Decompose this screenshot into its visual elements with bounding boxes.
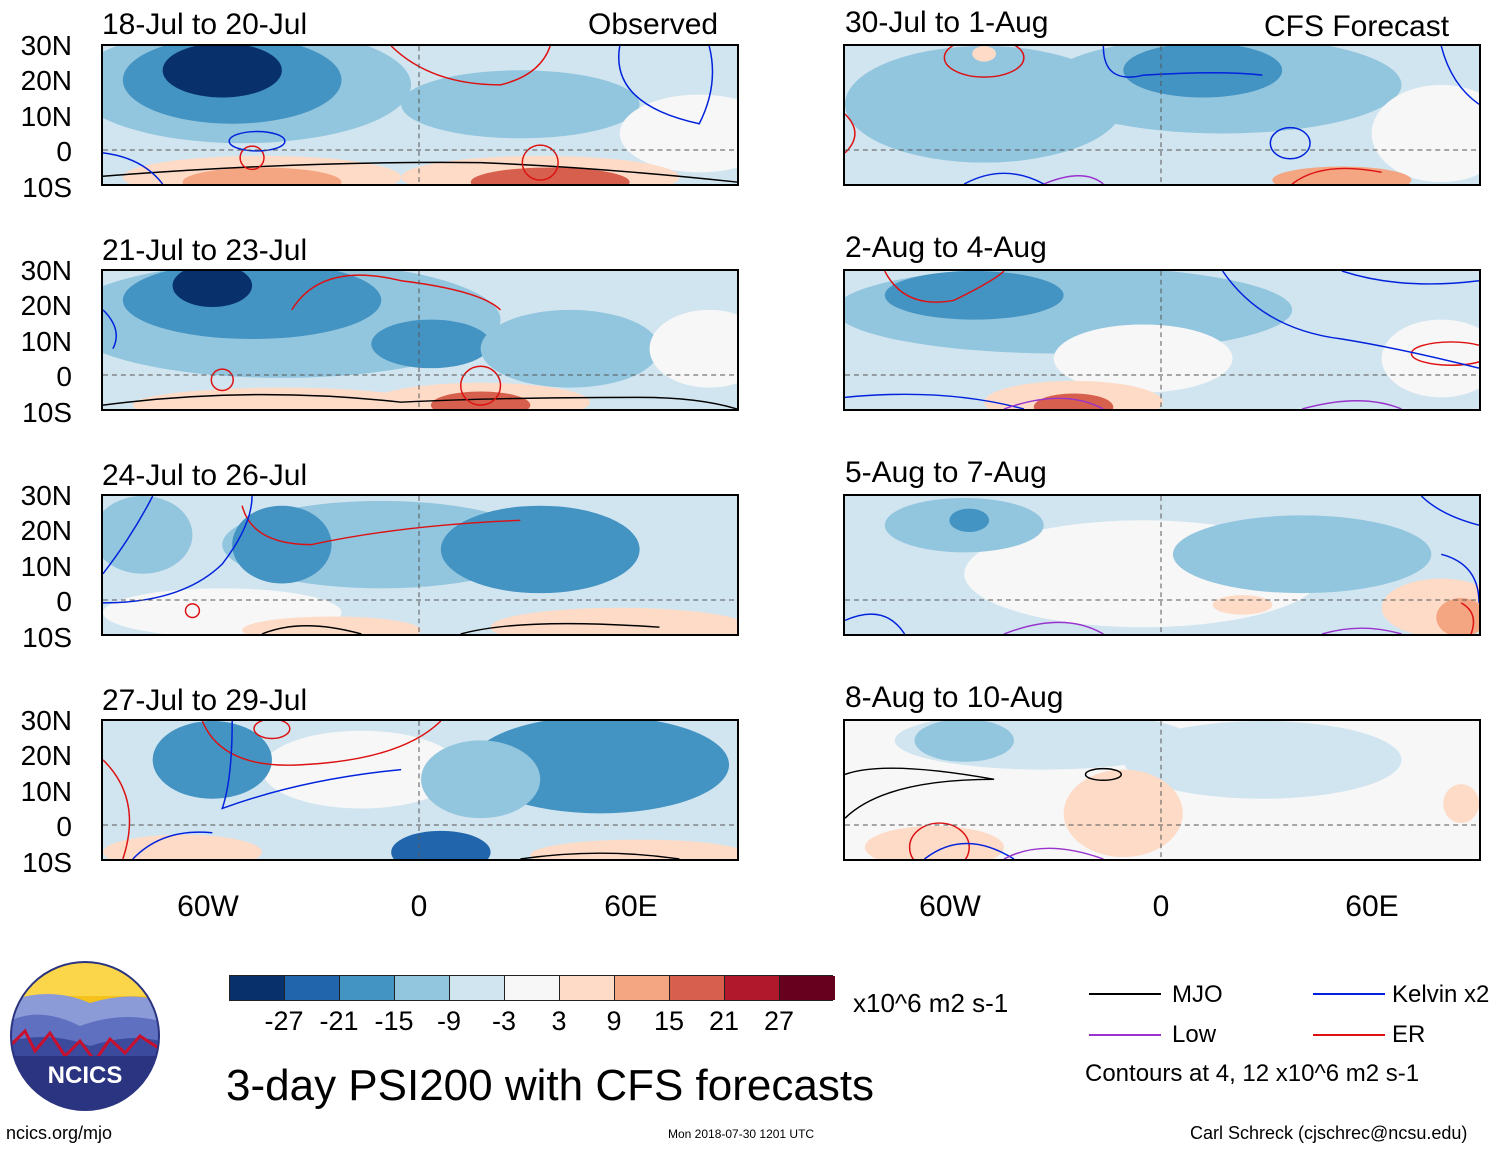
colorbar-cell	[450, 976, 505, 1000]
y-tick: 0	[56, 586, 72, 617]
legend-label: Kelvin x2	[1392, 981, 1490, 1008]
colorbar-tick: 3	[551, 1006, 567, 1036]
panel-title: 21-Jul to 23-Jul	[102, 234, 308, 267]
y-tick: 30N	[20, 705, 72, 736]
panel-tag-forecast: CFS Forecast	[1264, 10, 1450, 43]
legend-swatch-mjo	[1089, 993, 1161, 995]
legend-swatch-er	[1313, 1034, 1385, 1036]
panel-title: 27-Jul to 29-Jul	[102, 684, 308, 717]
x-tick: 0	[1152, 890, 1170, 923]
map-panel	[843, 719, 1481, 861]
map-panel	[843, 269, 1481, 411]
y-tick: 10N	[20, 776, 72, 807]
colorbar-tick: -3	[491, 1006, 516, 1036]
colorbar-tick: -21	[319, 1006, 359, 1036]
y-tick: 10S	[22, 172, 72, 203]
y-tick: 20N	[20, 290, 72, 321]
y-tick: 30N	[20, 30, 72, 61]
y-tick: 20N	[20, 740, 72, 771]
y-tick: 20N	[20, 515, 72, 546]
y-tick: 10N	[20, 326, 72, 357]
colorbar-cell	[230, 976, 285, 1000]
colorbar-cell	[670, 976, 725, 1000]
map-panel	[101, 719, 739, 861]
y-tick: 10S	[22, 397, 72, 428]
colorbar-cell	[725, 976, 780, 1000]
panel-tag-observed: Observed	[588, 8, 719, 41]
y-tick: 30N	[20, 255, 72, 286]
legend-swatch-kelvin	[1313, 993, 1385, 995]
y-tick: 0	[56, 136, 72, 167]
footer-timestamp: Mon 2018-07-30 1201 UTC	[668, 1127, 815, 1141]
colorbar-tick: 15	[653, 1006, 685, 1036]
ncics-logo: NCICS	[10, 961, 160, 1111]
y-tick: 10N	[20, 551, 72, 582]
x-tick: 60W	[177, 890, 239, 923]
map-panel	[843, 494, 1481, 636]
y-tick: 30N	[20, 480, 72, 511]
panel-title: 18-Jul to 20-Jul	[102, 8, 308, 41]
colorbar-cell	[340, 976, 395, 1000]
legend-label: Low	[1172, 1021, 1217, 1048]
footer-credit: Carl Schreck (cjschrec@ncsu.edu)	[1190, 1123, 1468, 1143]
y-tick: 20N	[20, 65, 72, 96]
y-tick: 0	[56, 361, 72, 392]
colorbar-units: x10^6 m2 s-1	[853, 988, 1009, 1018]
map-panel	[101, 494, 739, 636]
x-tick: 0	[410, 890, 428, 923]
colorbar-tick: 9	[606, 1006, 622, 1036]
map-panel	[101, 269, 739, 411]
y-tick: 10S	[22, 847, 72, 878]
colorbar-cell	[395, 976, 450, 1000]
panel-title: 2-Aug to 4-Aug	[845, 231, 1047, 264]
map-panel	[101, 44, 739, 186]
x-tick: 60E	[1345, 890, 1399, 923]
panel-title: 8-Aug to 10-Aug	[845, 681, 1064, 714]
panel-title: 5-Aug to 7-Aug	[845, 456, 1047, 489]
map-panel	[843, 44, 1481, 186]
x-tick: 60W	[919, 890, 981, 923]
colorbar-tick: 21	[708, 1006, 740, 1036]
colorbar-cell	[560, 976, 615, 1000]
y-tick: 10N	[20, 101, 72, 132]
footer-url[interactable]: ncics.org/mjo	[6, 1123, 113, 1143]
legend-label: MJO	[1172, 981, 1223, 1008]
colorbar-cell	[780, 976, 835, 1000]
colorbar-cell	[615, 976, 670, 1000]
y-tick: 0	[56, 811, 72, 842]
colorbar-tick: -15	[374, 1006, 414, 1036]
colorbar-cell	[285, 976, 340, 1000]
colorbar-tick: -27	[264, 1006, 304, 1036]
colorbar-tick: -9	[436, 1006, 461, 1036]
panel-title: 24-Jul to 26-Jul	[102, 459, 308, 492]
legend-label: ER	[1392, 1021, 1426, 1048]
panel-title: 30-Jul to 1-Aug	[845, 6, 1049, 39]
x-tick: 60E	[604, 890, 658, 923]
colorbar-tick: 27	[763, 1006, 795, 1036]
colorbar-cell	[505, 976, 560, 1000]
legend-swatch-low	[1089, 1034, 1161, 1036]
main-title: 3-day PSI200 with CFS forecasts	[226, 1061, 875, 1110]
y-tick: 10S	[22, 622, 72, 653]
legend-note: Contours at 4, 12 x10^6 m2 s-1	[1085, 1060, 1420, 1087]
logo-text: NCICS	[48, 1062, 123, 1089]
